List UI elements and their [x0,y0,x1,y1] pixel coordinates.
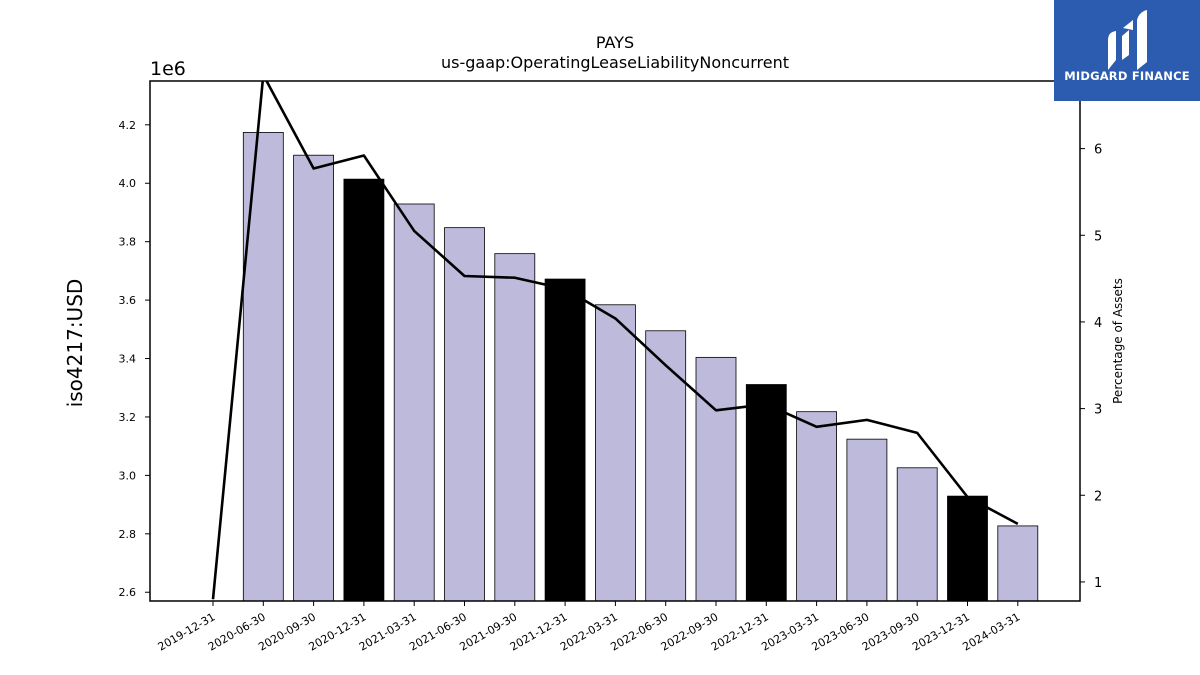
logo-mark-icon [1108,10,1147,70]
y-tick-label: 3.8 [119,236,137,249]
chart-subtitle: us-gaap:OperatingLeaseLiabilityNoncurren… [441,53,789,72]
bar [494,253,536,601]
bar [595,304,636,601]
y2-axis-label: Percentage of Assets [1111,278,1125,404]
y2-tick-label: 1 [1094,576,1102,591]
y2-tick-label: 3 [1094,403,1102,418]
bar [645,330,687,601]
midgard-finance-logo: MIDGARD FINANCE [1054,0,1200,101]
y2-tick-label: 2 [1094,489,1102,504]
y-tick-label: 4.2 [119,119,137,132]
chart-title: PAYS [596,33,634,52]
x-ticks: 2019-12-312020-06-302020-09-302020-12-31… [156,601,1022,654]
bar [343,178,385,601]
bar [846,438,888,601]
bar [544,278,586,601]
y-tick-label: 3.4 [119,353,137,366]
bar [947,495,988,601]
y-tick-label: 3.0 [119,469,137,482]
y-axis-label: iso4217:USD [63,279,87,408]
left-y-ticks: 2.6 2.8 3.0 3.2 3.4 3.6 3.8 4.0 4.2 [119,119,150,599]
x-tick-label: 2024-03-31 [960,610,1022,653]
bar-group [242,132,1039,601]
y-tick-label: 2.6 [119,586,137,599]
bar [444,227,485,601]
y2-tick-label: 6 [1094,143,1102,158]
bar [796,411,837,601]
bar [293,154,335,601]
y-tick-label: 3.6 [119,294,137,307]
logo-text: MIDGARD FINANCE [1064,69,1190,83]
bar [896,467,938,601]
y2-tick-label: 5 [1094,229,1102,244]
bar [997,525,1039,601]
bar [242,132,284,601]
right-y-ticks: 1 2 3 4 5 6 [1080,143,1102,591]
bar [695,356,737,601]
percentage-line [211,81,1019,600]
line-group [211,81,1019,600]
y-tick-label: 3.2 [119,411,137,424]
y-scale-label: 1e6 [150,58,186,80]
y-tick-label: 2.8 [119,528,137,541]
bar [393,203,435,601]
y2-tick-label: 4 [1094,316,1102,331]
bar [745,384,787,601]
y-tick-label: 4.0 [119,177,137,190]
